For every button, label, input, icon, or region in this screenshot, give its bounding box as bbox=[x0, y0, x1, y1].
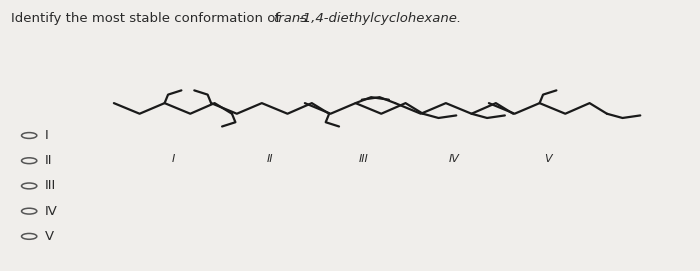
Text: I: I bbox=[172, 154, 174, 164]
Text: Identify the most stable conformation of: Identify the most stable conformation of bbox=[11, 12, 284, 25]
Text: V: V bbox=[544, 154, 552, 164]
Text: III: III bbox=[44, 179, 56, 192]
Text: IV: IV bbox=[449, 154, 460, 164]
Text: V: V bbox=[44, 230, 54, 243]
Text: trans: trans bbox=[274, 12, 308, 25]
Text: III: III bbox=[359, 154, 369, 164]
Text: -1,4-diethylcyclohexane.: -1,4-diethylcyclohexane. bbox=[299, 12, 462, 25]
Text: I: I bbox=[44, 129, 48, 142]
Text: IV: IV bbox=[44, 205, 57, 218]
Text: II: II bbox=[44, 154, 52, 167]
Text: II: II bbox=[267, 154, 274, 164]
